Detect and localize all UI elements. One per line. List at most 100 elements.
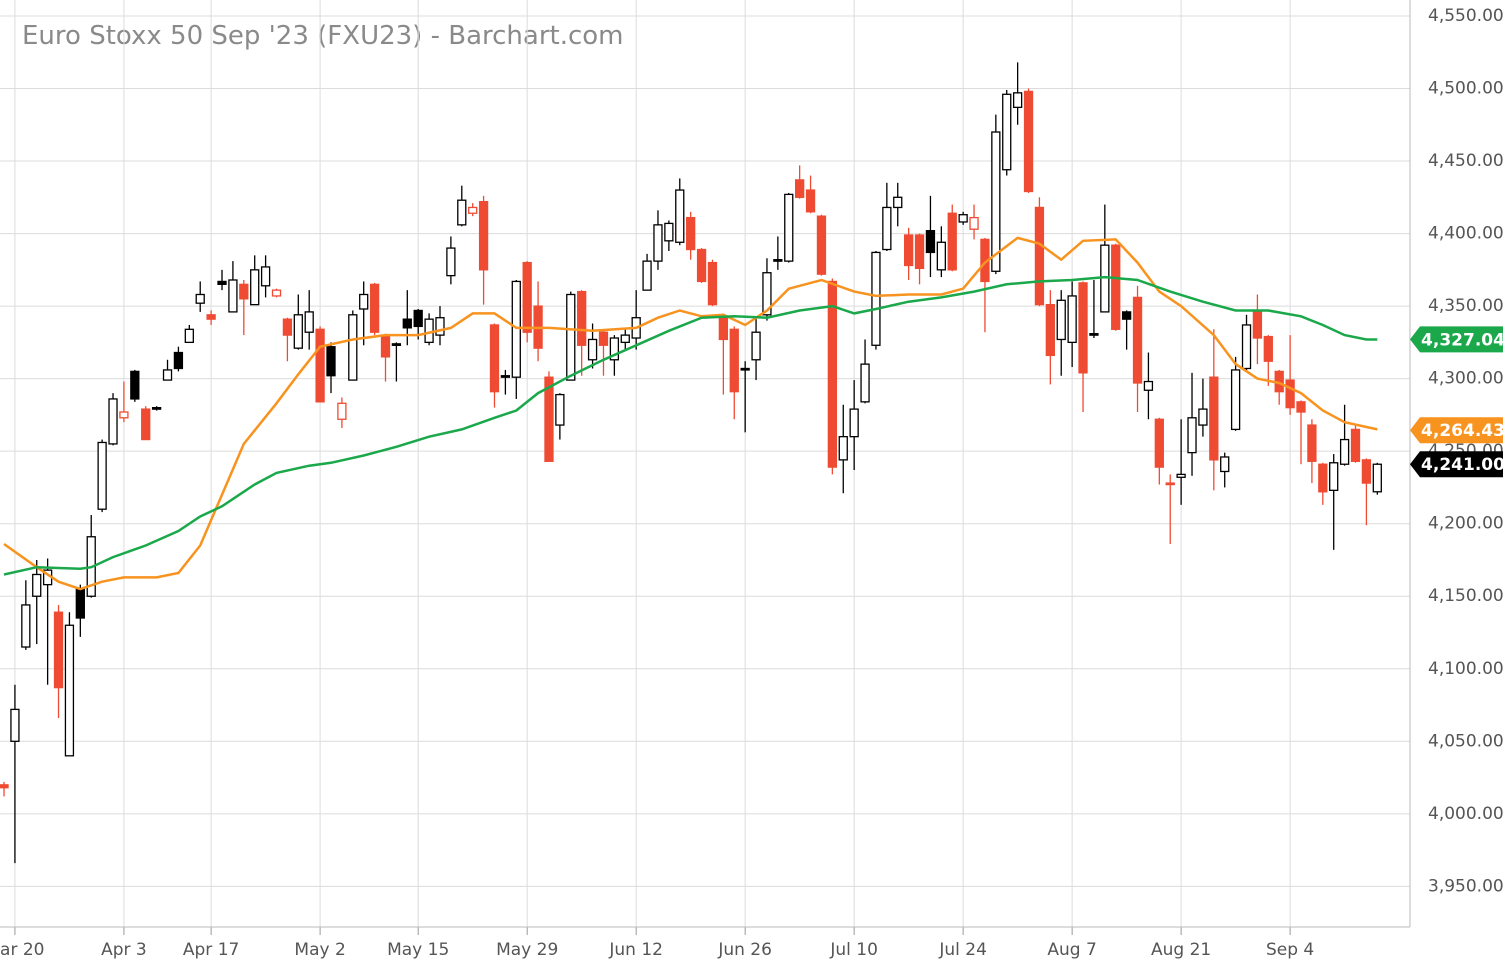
candle-body xyxy=(805,189,816,213)
price-tag-label: 4,241.00 xyxy=(1421,455,1505,475)
candle-body xyxy=(1372,463,1382,493)
x-tick-label: Sep 4 xyxy=(1266,940,1314,960)
candle-body xyxy=(1165,482,1175,486)
candle-body xyxy=(293,314,303,349)
x-tick-label: Jun 12 xyxy=(608,940,663,960)
candle-body xyxy=(871,251,881,346)
line xyxy=(3,275,1378,576)
candle-body xyxy=(620,334,630,344)
candle-body xyxy=(1230,369,1241,431)
candle-body xyxy=(75,588,85,619)
candle-body xyxy=(304,311,314,333)
y-tick-label: 4,400.00 xyxy=(1428,224,1504,244)
candle-body xyxy=(380,334,391,358)
x-tick-label: Mar 20 xyxy=(0,940,44,960)
candle-body xyxy=(53,611,64,689)
price-tag-label: 4,327.04 xyxy=(1421,330,1505,350)
candle-body xyxy=(1111,244,1121,330)
x-tick-label: Apr 3 xyxy=(101,940,147,960)
x-tick-label: Jul 24 xyxy=(938,940,987,960)
candle-body xyxy=(1263,335,1273,362)
x-tick-label: May 2 xyxy=(294,940,345,960)
candle-body xyxy=(1285,379,1295,409)
candle-body xyxy=(337,402,347,420)
candle-body xyxy=(707,261,718,306)
candle-body xyxy=(555,393,565,426)
y-tick-label: 4,000.00 xyxy=(1428,804,1504,824)
candle-body xyxy=(609,337,620,361)
candle-body xyxy=(544,376,554,462)
candle-body xyxy=(795,179,805,198)
candle-body xyxy=(522,261,532,333)
candle-body xyxy=(947,212,957,271)
candle-body xyxy=(991,131,1001,272)
candle-body xyxy=(64,624,75,757)
candle-body xyxy=(577,290,587,346)
price-tag xyxy=(1410,451,1503,478)
candle-body xyxy=(141,408,151,441)
candle-body xyxy=(282,318,293,336)
candle-body xyxy=(1241,324,1252,370)
candle-body xyxy=(642,260,652,291)
y-tick-label: 4,350.00 xyxy=(1428,296,1504,316)
candle-body xyxy=(598,331,609,346)
candle-body xyxy=(1252,311,1263,339)
candle-body xyxy=(1056,299,1066,341)
candle-body xyxy=(500,375,511,378)
y-tick-label: 4,500.00 xyxy=(1428,78,1504,98)
candle-body xyxy=(32,573,42,597)
candle-body xyxy=(1023,90,1034,193)
candle-body xyxy=(217,280,227,285)
candle-body xyxy=(250,269,260,306)
candle-body xyxy=(468,206,478,214)
candle-body xyxy=(773,259,783,262)
candle-body xyxy=(751,331,761,361)
candle-body xyxy=(97,441,107,510)
candle-body xyxy=(424,318,434,344)
y-tick-label: 4,150.00 xyxy=(1428,586,1504,606)
candle-body xyxy=(260,266,271,287)
candle-body xyxy=(729,328,739,393)
candle-body xyxy=(369,283,380,333)
candle-body xyxy=(762,272,772,316)
candle-body xyxy=(151,406,162,410)
candle-body xyxy=(1045,303,1055,357)
y-tick-label: 3,950.00 xyxy=(1428,876,1504,896)
candle-body xyxy=(882,206,892,251)
chart-title: Euro Stoxx 50 Sep '23 (FXU23) - Barchart… xyxy=(22,21,624,51)
y-tick-label: 4,100.00 xyxy=(1428,659,1504,679)
candle-body xyxy=(10,708,20,742)
candle-body xyxy=(925,230,936,254)
candle-body xyxy=(784,193,794,262)
candle-body xyxy=(489,324,500,393)
candle-body xyxy=(1132,296,1143,384)
candle-body xyxy=(1296,401,1306,413)
candle-body xyxy=(239,283,249,300)
candle-body xyxy=(827,280,838,468)
line xyxy=(3,236,1378,591)
candle-body xyxy=(1034,206,1045,306)
x-tick-label: Jun 26 xyxy=(717,940,772,960)
x-tick-label: Apr 17 xyxy=(183,940,239,960)
candle-body xyxy=(1198,408,1208,426)
x-tick-label: May 15 xyxy=(387,940,449,960)
candle-body xyxy=(206,314,216,320)
candle-body xyxy=(1154,418,1164,468)
candle-body xyxy=(1012,92,1023,109)
candle-body xyxy=(130,370,140,400)
candle-body xyxy=(1078,282,1088,374)
candle-body xyxy=(653,224,663,262)
candle-body xyxy=(1209,376,1219,461)
y-tick-label: 4,300.00 xyxy=(1428,369,1504,389)
candle-body xyxy=(849,408,859,438)
candle-body xyxy=(0,784,9,789)
candle-body xyxy=(1339,438,1350,465)
candle-body xyxy=(1318,463,1328,493)
candle-body xyxy=(1176,473,1186,478)
candle-body xyxy=(903,234,914,267)
candle-body xyxy=(664,222,674,242)
price-tag xyxy=(1410,326,1503,353)
candle-body xyxy=(326,346,336,377)
candle-body xyxy=(1143,380,1154,391)
